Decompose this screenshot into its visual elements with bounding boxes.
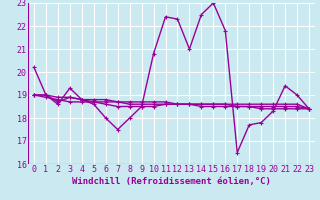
X-axis label: Windchill (Refroidissement éolien,°C): Windchill (Refroidissement éolien,°C) bbox=[72, 177, 271, 186]
